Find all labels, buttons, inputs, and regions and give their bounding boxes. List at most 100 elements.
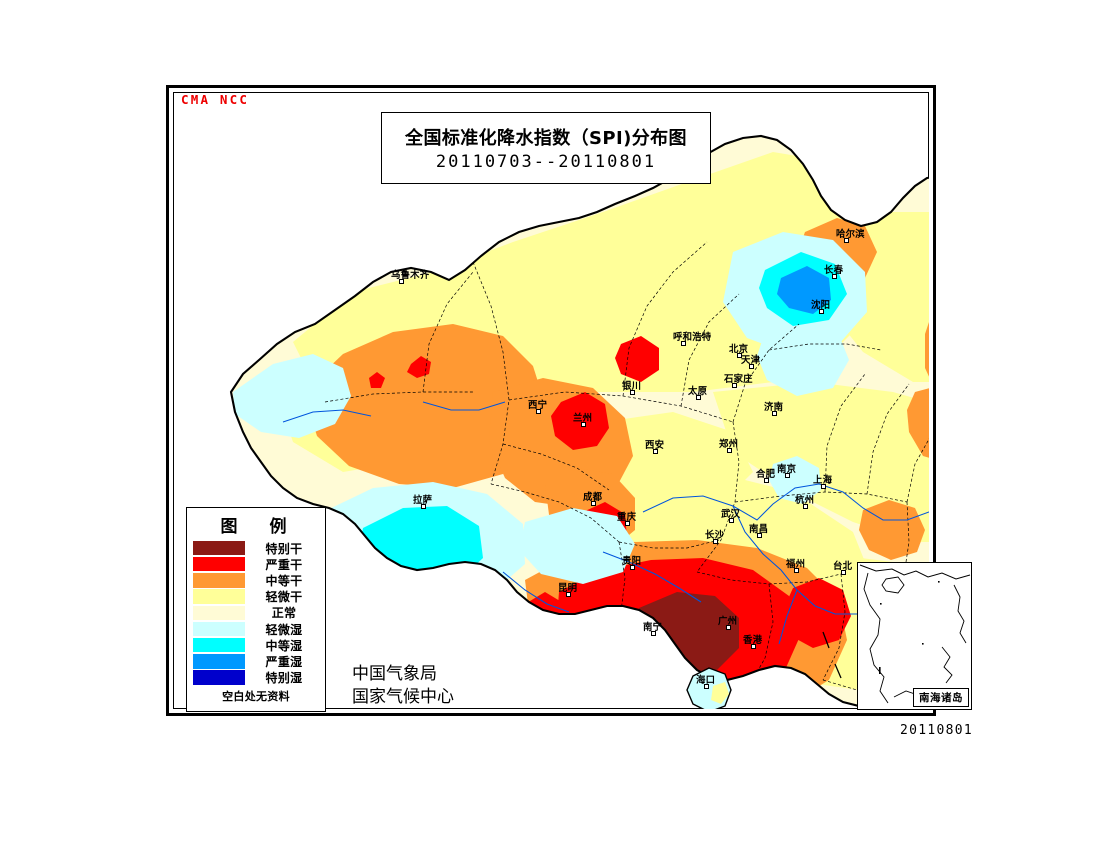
city-marker: [421, 504, 426, 509]
city-marker: [591, 501, 596, 506]
legend-item: 严重湿: [193, 653, 319, 669]
city-label: 北京: [729, 344, 749, 355]
agency-line-1: 中国气象局: [352, 664, 437, 684]
city-label: 杭州: [795, 495, 815, 506]
city-marker: [844, 238, 849, 243]
legend-item: 严重干: [193, 556, 319, 572]
city-marker: [696, 395, 701, 400]
city-marker: [732, 383, 737, 388]
map-outer-frame: [166, 85, 936, 716]
city-label: 天津: [741, 355, 761, 366]
city-label: 台北: [833, 561, 853, 572]
city-label: 福州: [786, 559, 806, 570]
map-title-period: 20110703--20110801: [435, 152, 657, 172]
city-label: 香港: [743, 635, 763, 646]
city-marker: [727, 448, 732, 453]
map-title-box: 全国标准化降水指数（SPI)分布图 20110703--20110801: [381, 112, 711, 184]
city-label: 兰州: [573, 413, 593, 424]
city-marker: [737, 353, 742, 358]
city-label: 郑州: [719, 439, 739, 450]
cma-ncc-watermark: CMA NCC: [181, 92, 250, 107]
legend-swatch: [193, 589, 245, 604]
city-label: 上海: [813, 475, 833, 486]
south-sea-dashes: [822, 631, 842, 679]
legend-item: 中等湿: [193, 637, 319, 653]
city-marker: [713, 539, 718, 544]
city-marker: [821, 484, 826, 489]
legend-swatch: [193, 638, 245, 653]
city-label: 合肥: [756, 469, 776, 480]
city-marker: [729, 518, 734, 523]
legend-swatch: [193, 621, 245, 637]
legend-rows: 特别干 严重干 中等干轻微干 正常 轻微湿 中等湿 严重湿特别湿: [187, 540, 325, 686]
city-marker: [630, 390, 635, 395]
city-label: 广州: [718, 616, 738, 627]
city-marker: [794, 568, 799, 573]
city-marker: [764, 478, 769, 483]
agency-credit: 中国气象局 国家气候中心: [352, 663, 454, 709]
city-label: 海口: [696, 675, 716, 686]
city-marker: [536, 409, 541, 414]
legend-item: 中等干: [193, 572, 319, 588]
city-label: 乌鲁木齐: [391, 270, 430, 281]
hainan-fill: [711, 682, 729, 704]
city-marker: [772, 411, 777, 416]
city-label: 武汉: [721, 509, 741, 520]
city-label: 呼和浩特: [673, 332, 712, 343]
city-marker: [749, 364, 754, 369]
legend-label: 正常: [271, 606, 297, 621]
river-layer: [282, 401, 929, 679]
legend-label: 严重湿: [265, 654, 303, 669]
city-marker: [785, 473, 790, 478]
agency-line-2: 国家气候中心: [352, 687, 454, 707]
legend-swatch: [193, 540, 245, 556]
legend-swatch: [193, 605, 245, 621]
city-label: 沈阳: [811, 300, 831, 311]
city-label: 长春: [824, 265, 844, 276]
legend-item: 特别干: [193, 540, 319, 556]
city-marker: [625, 521, 630, 526]
legend-label: 特别干: [265, 541, 303, 556]
legend-swatch: [193, 654, 245, 669]
inset-label: 南海诸岛: [913, 688, 969, 707]
south-china-sea-inset: 南海诸岛: [857, 562, 972, 710]
city-marker: [751, 644, 756, 649]
legend-label: 中等湿: [265, 638, 303, 653]
city-marker: [832, 274, 837, 279]
city-label: 西安: [645, 440, 665, 451]
legend-label: 轻微干: [265, 590, 303, 605]
city-marker: [757, 533, 762, 538]
city-marker: [726, 625, 731, 630]
map-title: 全国标准化降水指数（SPI)分布图: [405, 128, 687, 149]
city-label: 银川: [622, 381, 642, 392]
china-outline: [229, 134, 929, 708]
city-label: 拉萨: [413, 495, 433, 506]
legend-item: 轻微干: [193, 589, 319, 605]
legend-label: 严重干: [265, 557, 303, 572]
city-label: 济南: [764, 402, 784, 413]
city-label: 昆明: [558, 583, 578, 594]
city-label: 南昌: [749, 524, 769, 535]
city-marker: [630, 565, 635, 570]
city-marker: [651, 631, 656, 636]
legend-title: 图 例: [220, 517, 300, 537]
city-marker: [704, 684, 709, 689]
city-marker: [581, 422, 586, 427]
city-label: 贵阳: [622, 556, 642, 567]
city-marker: [399, 279, 404, 284]
city-marker: [841, 570, 846, 575]
legend-box: 图 例 特别干 严重干 中等干轻微干 正常 轻微湿 中等湿 严重湿特别湿 空白处无资料: [186, 507, 326, 712]
city-marker: [566, 592, 571, 597]
legend-label: 特别湿: [265, 671, 303, 686]
legend-note: 空白处无资料: [222, 689, 290, 703]
city-marker: [681, 341, 686, 346]
legend-swatch: [193, 573, 245, 588]
city-label: 成都: [583, 492, 603, 503]
footer-date: 20110801: [900, 723, 974, 738]
city-label: 南宁: [643, 622, 663, 633]
legend-item: 轻微湿: [193, 621, 319, 637]
city-label: 西宁: [528, 400, 548, 411]
city-marker: [653, 449, 658, 454]
city-label: 太原: [688, 386, 708, 397]
